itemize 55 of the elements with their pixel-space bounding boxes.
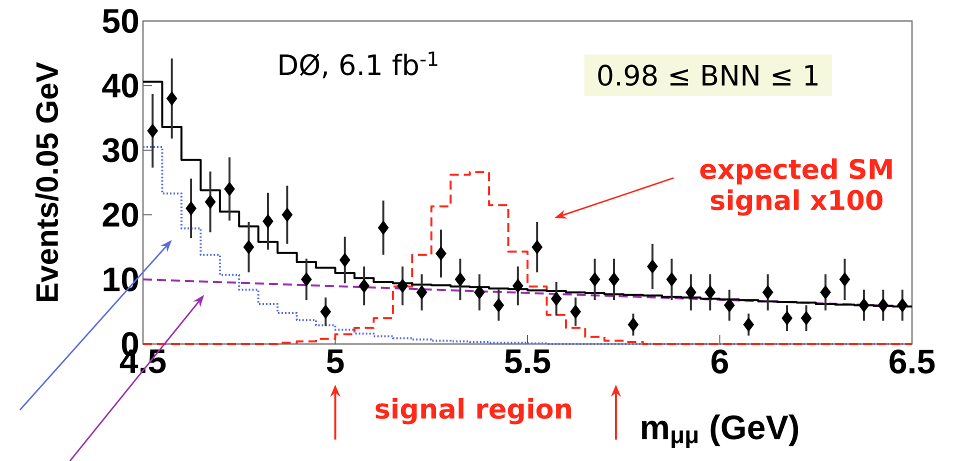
point [493, 298, 504, 312]
point [300, 272, 312, 287]
y-tick-label: 20 [102, 202, 138, 227]
point [782, 310, 792, 326]
point [762, 285, 774, 300]
point [532, 240, 543, 254]
point [570, 304, 582, 319]
point [282, 208, 293, 222]
point [512, 278, 524, 294]
y-tick-label: 50 [102, 8, 138, 34]
annotation: 0.98 ≤ BNN ≤ 1 [598, 64, 818, 86]
x-tick-label: 5.5 [504, 350, 550, 374]
point [378, 220, 389, 235]
point [243, 240, 254, 254]
point [628, 317, 639, 332]
point [896, 298, 908, 312]
text: signal region [376, 398, 571, 424]
point [204, 194, 216, 210]
y-tick-label: 30 [102, 138, 138, 162]
point [647, 259, 658, 274]
y-tick-label: 10 [104, 267, 138, 292]
point [320, 304, 332, 319]
annotation: expected SM signal x100 [700, 158, 892, 216]
point [262, 214, 274, 228]
x-tick-label: 5 [326, 350, 344, 374]
point [724, 298, 735, 312]
point [704, 285, 716, 300]
point [166, 91, 178, 106]
point [743, 317, 754, 332]
point [436, 246, 446, 261]
point [339, 252, 350, 268]
annotation: DØ, 6.1 fb$^{-1}$ [280, 52, 438, 78]
point [685, 285, 696, 300]
point [839, 272, 850, 287]
point [454, 272, 466, 287]
point [147, 124, 158, 138]
x-axis-title: m$_{μμ}$ (GeV) [642, 414, 798, 448]
x-tick-label: 6.5 [890, 350, 935, 374]
point [878, 298, 889, 312]
point [474, 285, 485, 300]
y-axis-title: Events/0.05 GeV [35, 62, 58, 302]
point [820, 285, 831, 300]
point [550, 292, 562, 306]
point [416, 285, 428, 300]
point [589, 272, 600, 287]
point [666, 272, 678, 287]
point [186, 201, 197, 216]
point [397, 278, 408, 294]
point [608, 272, 620, 287]
point [800, 310, 812, 326]
x-tick-label: 6 [712, 350, 728, 374]
y-tick-label: 40 [102, 74, 138, 98]
point [358, 278, 370, 294]
point [858, 298, 870, 312]
point [224, 182, 235, 196]
